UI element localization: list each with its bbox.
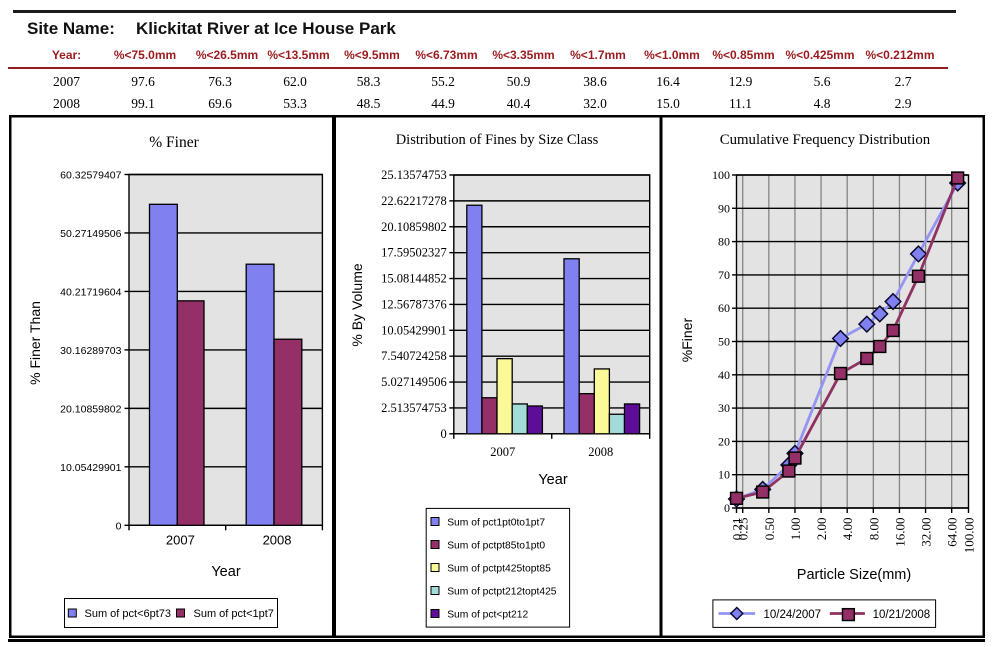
svg-text:60: 60: [718, 301, 730, 315]
svg-text:Year: Year: [538, 472, 567, 488]
svg-text:0: 0: [724, 501, 730, 515]
svg-text:10.05429901: 10.05429901: [381, 323, 447, 337]
svg-text:0.50: 0.50: [762, 518, 777, 541]
svg-text:Year: Year: [211, 564, 240, 580]
svg-text:% Finer: % Finer: [149, 134, 199, 151]
svg-text:4.00: 4.00: [840, 518, 855, 541]
svg-text:16.00: 16.00: [892, 518, 907, 547]
svg-text:12.56787376: 12.56787376: [381, 297, 447, 311]
svg-text:40: 40: [718, 368, 730, 382]
svg-text:30.16289703: 30.16289703: [60, 345, 121, 357]
svg-text:Sum of pctpt85to1pt0: Sum of pctpt85to1pt0: [447, 541, 545, 552]
svg-text:22.62217278: 22.62217278: [381, 194, 447, 208]
svg-text:40.21719604: 40.21719604: [60, 286, 121, 298]
svg-text:2008: 2008: [588, 445, 613, 459]
svg-text:Sum of pctpt425topt85: Sum of pctpt425topt85: [447, 564, 551, 575]
svg-text:2007: 2007: [166, 533, 195, 548]
svg-text:2008: 2008: [263, 533, 292, 548]
svg-text:Particle Size(mm): Particle Size(mm): [797, 567, 911, 583]
svg-text:10: 10: [718, 468, 730, 482]
svg-text:30: 30: [718, 401, 730, 415]
svg-text:0.21: 0.21: [730, 518, 745, 541]
svg-text:0: 0: [441, 427, 447, 441]
svg-text:2007: 2007: [490, 445, 515, 459]
svg-text:% Finer Than: % Finer Than: [27, 301, 43, 385]
svg-text:100.00: 100.00: [962, 518, 977, 554]
svg-text:64.00: 64.00: [945, 518, 960, 547]
svg-text:32.00: 32.00: [919, 518, 934, 547]
svg-text:Distribution of Fines by Size: Distribution of Fines by Size Class: [396, 132, 599, 148]
svg-text:0.25: 0.25: [736, 518, 751, 541]
svg-text:50.27149506: 50.27149506: [60, 228, 121, 240]
svg-text:70: 70: [718, 268, 730, 282]
svg-text:7.540724258: 7.540724258: [381, 349, 447, 363]
svg-text:1.00: 1.00: [788, 518, 803, 541]
svg-text:20.10859802: 20.10859802: [381, 220, 447, 234]
svg-text:Sum of pct<pt212: Sum of pct<pt212: [447, 610, 528, 621]
svg-text:15.08144852: 15.08144852: [381, 272, 447, 286]
svg-text:8.00: 8.00: [866, 518, 881, 541]
svg-text:80: 80: [718, 235, 730, 249]
svg-text:10/24/2007: 10/24/2007: [764, 609, 822, 621]
svg-text:90: 90: [718, 201, 730, 215]
svg-text:Sum of pct<6pt73: Sum of pct<6pt73: [85, 608, 172, 620]
svg-text:5.027149506: 5.027149506: [381, 375, 447, 389]
svg-text:20: 20: [718, 434, 730, 448]
svg-text:17.59502327: 17.59502327: [381, 246, 447, 260]
svg-text:Sum of pct1pt0to1pt7: Sum of pct1pt0to1pt7: [447, 518, 545, 529]
svg-text:100: 100: [712, 168, 730, 182]
svg-text:10/21/2008: 10/21/2008: [873, 609, 931, 621]
svg-text:Sum of pctpt212topt425: Sum of pctpt212topt425: [447, 587, 557, 598]
svg-text:60.32579407: 60.32579407: [60, 170, 121, 182]
svg-text:20.10859802: 20.10859802: [60, 403, 121, 415]
svg-text:10.05429901: 10.05429901: [60, 462, 121, 474]
svg-text:Cumulative Frequency Distribut: Cumulative Frequency Distribution: [720, 132, 931, 148]
svg-text:0: 0: [116, 520, 122, 532]
svg-text:25.13574753: 25.13574753: [381, 168, 447, 182]
svg-text:% By Volume: % By Volume: [349, 263, 365, 346]
svg-text:Sum of pct<1pt7: Sum of pct<1pt7: [194, 608, 274, 620]
svg-text:%Finer: %Finer: [679, 317, 695, 362]
svg-text:2.513574753: 2.513574753: [381, 401, 447, 415]
svg-text:50: 50: [718, 335, 730, 349]
svg-text:2.00: 2.00: [814, 518, 829, 541]
